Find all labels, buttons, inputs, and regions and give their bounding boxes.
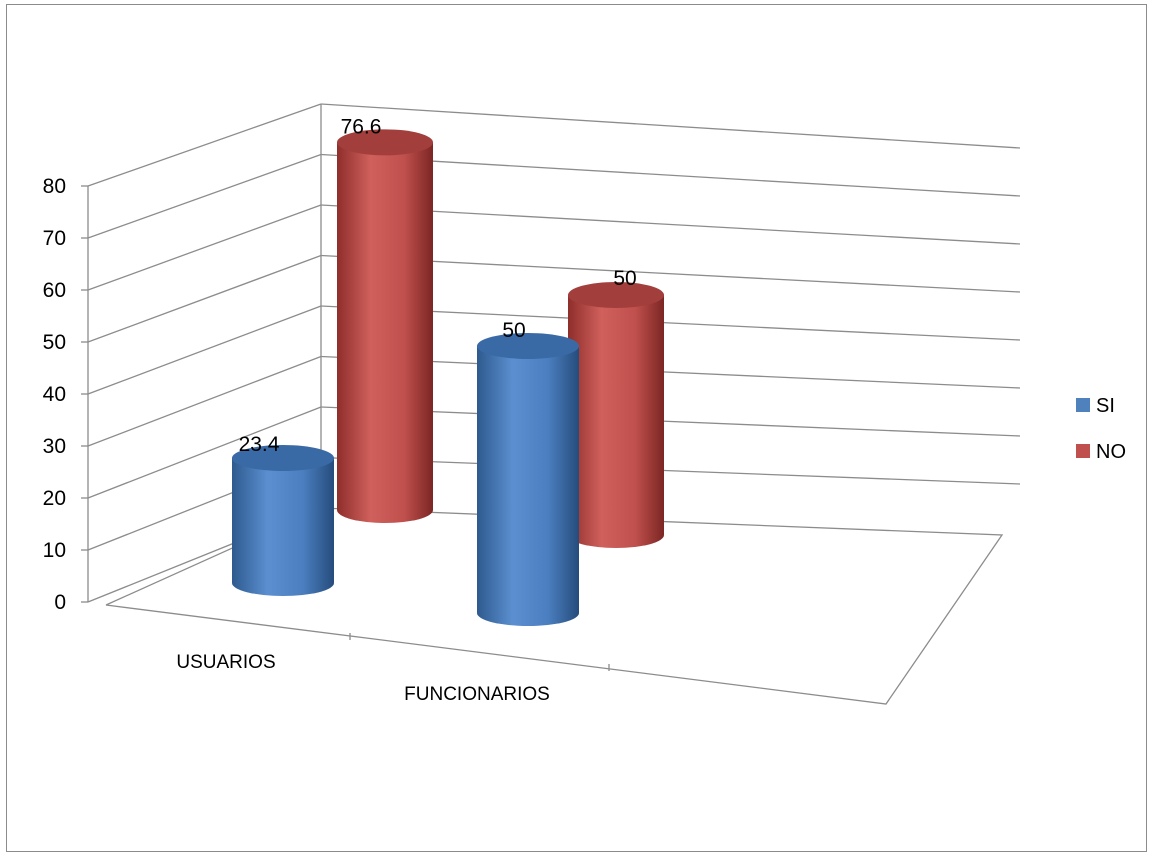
y-tick-label: 60 (43, 279, 66, 302)
data-label: 76.6 (341, 115, 382, 138)
y-tick-label: 30 (43, 435, 66, 458)
gridline-back-wall (320, 204, 1021, 245)
bar-no-1 (568, 295, 664, 548)
bar-top-si-0 (232, 445, 334, 472)
bar-no-0 (337, 142, 433, 523)
gridline-back-wall (320, 103, 1021, 149)
category-label: USUARIOS (176, 652, 275, 673)
legend-swatch-no (1076, 444, 1090, 458)
y-tick-label: 10 (43, 539, 66, 562)
gridline-back-wall (320, 355, 1021, 389)
bar-top-si-1 (477, 333, 579, 359)
y-tick-label: 80 (43, 175, 66, 198)
bar-top-no-1 (568, 282, 664, 308)
gridline-back-wall (320, 153, 1021, 197)
legend-label-no: NO (1096, 441, 1126, 463)
gridline-left-wall (87, 204, 322, 291)
data-label: 50 (613, 267, 636, 290)
bar-si-1 (477, 346, 579, 626)
bars (232, 129, 664, 626)
y-tick-label: 0 (54, 591, 66, 614)
gridline-back-wall (320, 254, 1021, 293)
data-label: 50 (502, 319, 525, 342)
bar-top-no-0 (337, 129, 433, 156)
gridline-left-wall (87, 153, 322, 239)
gridline-left-wall (87, 103, 322, 187)
legend-swatch-si (1076, 398, 1090, 412)
data-label: 23.4 (239, 433, 280, 456)
category-labels: USUARIOS FUNCIONARIOS (176, 652, 549, 705)
data-labels: 23.4 76.6 50 50 (239, 115, 637, 456)
y-tick-label: 40 (43, 383, 66, 406)
gridline-left-wall (87, 355, 322, 447)
bar-si-0 (232, 458, 334, 596)
legend-label-si: SI (1096, 395, 1115, 417)
y-tick-label: 20 (43, 487, 66, 510)
y-tick-label: 70 (43, 227, 66, 250)
legend: SI NO (1076, 395, 1126, 463)
gridline-back-wall (320, 406, 1021, 437)
gridline-left-wall (87, 406, 322, 499)
y-axis-ticks: 0 10 20 30 40 50 60 70 80 (43, 175, 88, 614)
gridline-left-wall (87, 254, 322, 343)
gridline-back-wall (320, 305, 1021, 341)
gridline-left-wall (87, 305, 322, 395)
category-label: FUNCIONARIOS (404, 684, 550, 705)
y-tick-label: 50 (43, 331, 66, 354)
gridline-back-wall (320, 456, 1021, 485)
